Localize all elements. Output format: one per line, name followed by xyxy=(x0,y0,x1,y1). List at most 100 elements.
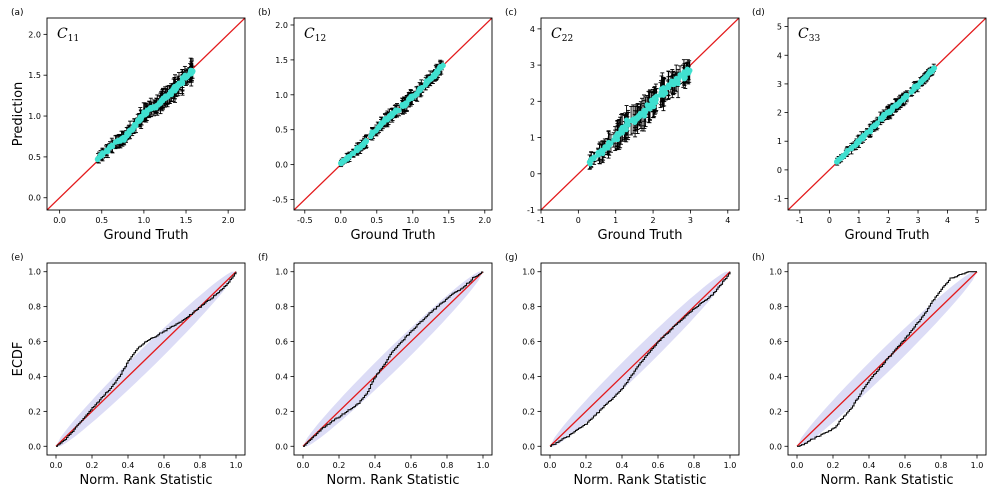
prediction-point xyxy=(856,138,862,145)
y-tick-label: 0.4 xyxy=(28,372,41,381)
x-tick-label: -1 xyxy=(537,216,545,225)
y-tick-label: 0.2 xyxy=(28,407,41,416)
y-tick-label: 1.5 xyxy=(28,71,41,80)
prediction-point xyxy=(353,147,359,153)
y-tick-label: -0.5 xyxy=(272,196,288,205)
x-tick-label: 1.0 xyxy=(971,461,984,470)
x-tick-label: 0.0 xyxy=(791,461,804,470)
prediction-point xyxy=(141,111,147,118)
y-tick-label: 0.5 xyxy=(28,153,41,162)
axes-frame xyxy=(787,17,987,211)
prediction-point xyxy=(381,118,387,125)
prediction-point xyxy=(605,142,612,149)
prediction-point xyxy=(157,99,164,105)
y-tick-label: 0.8 xyxy=(28,303,41,312)
prediction-point xyxy=(670,80,676,86)
prediction-point xyxy=(614,134,621,140)
panel-title: C33 xyxy=(798,26,820,44)
x-tick-label: 0.6 xyxy=(899,461,912,470)
prediction-point xyxy=(174,82,181,88)
y-tick-label: 4 xyxy=(530,25,535,34)
y-tick-label: 1.0 xyxy=(522,268,535,277)
prediction-point xyxy=(595,149,601,156)
y-tick-label: 0.2 xyxy=(769,407,782,416)
prediction-point xyxy=(424,79,431,86)
x-tick-label: 1.0 xyxy=(230,461,243,470)
prediction-point xyxy=(868,126,874,133)
panel-c: -1 0 1 2 3 4 -1 0 1 2 3 4 Ground Truth (c) C22 xyxy=(505,8,740,243)
ecdf-curve xyxy=(56,271,237,447)
panel-letter: (g) xyxy=(505,253,518,263)
panel-e: 0.0 0.2 0.4 0.6 0.8 1.0 0.0 0.2 0.4 0.6 0.8 1.0 Norm… xyxy=(11,253,246,488)
y-tick-label: 4 xyxy=(777,51,782,60)
x-axis-label: Ground Truth xyxy=(845,228,930,243)
x-tick-label: 1.0 xyxy=(138,216,151,225)
plot-area xyxy=(541,18,739,210)
y-tick-label: 1 xyxy=(777,137,782,146)
y-tick-label: 1 xyxy=(530,134,535,143)
x-tick-label: 0.2 xyxy=(333,461,346,470)
y-tick-label: 0.0 xyxy=(275,161,288,170)
y-tick-label: 2.0 xyxy=(275,21,288,30)
y-tick-label: 0.6 xyxy=(522,338,535,347)
x-tick-label: 1.0 xyxy=(406,216,419,225)
y-tick-label: 0.6 xyxy=(275,338,288,347)
plot-area xyxy=(549,271,731,447)
prediction-point xyxy=(879,114,886,121)
y-tick-label: -1 xyxy=(774,195,782,204)
prediction-point xyxy=(402,100,409,106)
y-tick-label: 0.5 xyxy=(275,126,288,135)
prediction-point xyxy=(665,84,672,91)
prediction-point xyxy=(137,116,143,122)
panel-title-main: C xyxy=(304,26,315,42)
plot-area xyxy=(47,18,245,210)
x-tick-label: 0.0 xyxy=(53,216,66,225)
prediction-point xyxy=(148,106,154,112)
x-axis-label: Norm. Rank Statistic xyxy=(327,473,460,488)
x-tick-label: 1 xyxy=(613,216,618,225)
panel-letter: (h) xyxy=(752,253,765,263)
plot-area xyxy=(788,18,986,210)
y-tick-label: 1.0 xyxy=(28,268,41,277)
y-tick-label: 0.0 xyxy=(28,194,41,203)
x-tick-label: -1 xyxy=(796,216,804,225)
axes-frame xyxy=(46,262,246,456)
x-tick-label: 0.0 xyxy=(297,461,310,470)
y-axis-label: Prediction xyxy=(11,82,26,147)
prediction-point xyxy=(871,124,877,130)
y-tick-label: 0.4 xyxy=(275,372,288,381)
x-tick-label: 0.0 xyxy=(50,461,63,470)
prediction-point xyxy=(661,86,668,93)
prediction-point xyxy=(630,116,636,122)
prediction-points xyxy=(586,66,693,167)
prediction-point xyxy=(922,76,928,82)
prediction-point xyxy=(180,74,186,81)
x-axis-label: Ground Truth xyxy=(351,228,436,243)
prediction-point xyxy=(94,156,101,163)
prediction-point xyxy=(435,69,441,75)
prediction-point xyxy=(407,95,413,102)
plot-area xyxy=(55,271,237,447)
plot-area xyxy=(796,271,978,447)
prediction-point xyxy=(338,160,344,167)
prediction-point xyxy=(908,89,914,95)
prediction-point xyxy=(440,62,446,69)
prediction-point xyxy=(833,159,840,165)
panel-a: 0.0 0.5 1.0 1.5 2.0 0.0 0.5 1.0 1.5 2.0 Ground Tru… xyxy=(11,8,246,243)
y-tick-label: 0 xyxy=(777,166,782,175)
prediction-point xyxy=(160,95,166,101)
x-tick-label: 4 xyxy=(945,216,950,225)
y-tick-label: 0.0 xyxy=(28,442,41,451)
panel-title-main: C xyxy=(798,26,809,42)
prediction-point xyxy=(886,108,892,114)
y-tick-label: 2.0 xyxy=(28,30,41,39)
prediction-points xyxy=(94,67,196,163)
y-tick-label: 0.0 xyxy=(769,442,782,451)
panel-title: C12 xyxy=(304,26,326,44)
panel-title: C11 xyxy=(57,26,79,44)
panel-title-subscript: 33 xyxy=(809,34,821,44)
prediction-point xyxy=(642,107,649,114)
x-tick-label: 0.0 xyxy=(334,216,347,225)
x-axis-label: Ground Truth xyxy=(598,228,683,243)
x-tick-label: 0.8 xyxy=(935,461,948,470)
